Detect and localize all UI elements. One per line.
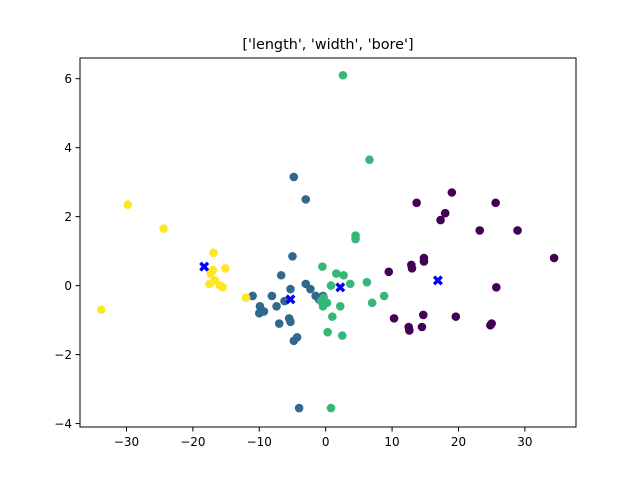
x-tick-label: 30 bbox=[517, 435, 532, 449]
data-point-cluster-2 bbox=[286, 317, 295, 327]
x-tick-label: −30 bbox=[114, 435, 139, 449]
centroid-marker bbox=[285, 294, 296, 305]
data-point-cluster-3 bbox=[331, 269, 341, 278]
data-point-cluster-4 bbox=[209, 248, 218, 258]
data-point-cluster-3 bbox=[338, 70, 348, 80]
centroid-marker bbox=[432, 275, 443, 286]
x-tick-label: −10 bbox=[247, 435, 272, 449]
data-point-cluster-2 bbox=[292, 333, 302, 342]
data-point-cluster-3 bbox=[345, 279, 355, 289]
data-point-cluster-1 bbox=[436, 215, 445, 225]
x-tick-label: −20 bbox=[180, 435, 205, 449]
data-point-cluster-2 bbox=[301, 195, 311, 204]
data-point-cluster-2 bbox=[248, 291, 257, 301]
data-point-cluster-4 bbox=[96, 305, 106, 315]
data-point-cluster-1 bbox=[384, 267, 394, 277]
data-point-cluster-4 bbox=[221, 264, 230, 273]
data-point-cluster-3 bbox=[337, 331, 347, 340]
data-point-cluster-2 bbox=[267, 291, 277, 301]
data-point-cluster-3 bbox=[335, 301, 345, 311]
data-point-cluster-3 bbox=[323, 327, 332, 337]
data-point-cluster-1 bbox=[412, 198, 421, 208]
y-tick-label: 4 bbox=[64, 141, 72, 155]
data-point-cluster-3 bbox=[339, 270, 348, 280]
data-point-cluster-1 bbox=[475, 226, 485, 235]
data-point-cluster-2 bbox=[306, 284, 315, 294]
data-point-cluster-3 bbox=[326, 281, 336, 290]
data-point-cluster-3 bbox=[362, 277, 372, 287]
centroid-marker bbox=[199, 261, 210, 272]
data-point-cluster-3 bbox=[367, 298, 377, 308]
data-point-cluster-1 bbox=[549, 253, 559, 263]
data-point-cluster-4 bbox=[123, 200, 133, 209]
data-point-cluster-2 bbox=[294, 403, 304, 413]
data-point-cluster-3 bbox=[379, 291, 389, 301]
y-tick-label: 6 bbox=[64, 72, 72, 86]
data-point-cluster-1 bbox=[492, 283, 501, 292]
y-tick-label: 2 bbox=[64, 210, 72, 224]
x-tick-label: 0 bbox=[322, 435, 330, 449]
x-tick-label: 20 bbox=[451, 435, 466, 449]
data-point-cluster-4 bbox=[206, 269, 216, 278]
data-point-cluster-2 bbox=[286, 284, 295, 294]
data-point-cluster-2 bbox=[272, 301, 281, 311]
data-point-cluster-1 bbox=[440, 208, 450, 218]
data-point-cluster-1 bbox=[405, 326, 414, 335]
y-tick-label: −2 bbox=[54, 348, 72, 362]
y-tick-label: 0 bbox=[64, 279, 72, 293]
data-point-cluster-1 bbox=[486, 320, 495, 330]
data-point-cluster-3 bbox=[318, 301, 328, 311]
data-point-cluster-3 bbox=[326, 403, 336, 413]
data-point-cluster-2 bbox=[276, 270, 286, 280]
data-point-cluster-2 bbox=[259, 307, 269, 316]
data-point-cluster-2 bbox=[280, 296, 289, 306]
data-point-cluster-1 bbox=[389, 314, 399, 323]
data-point-cluster-1 bbox=[417, 322, 427, 332]
data-point-cluster-2 bbox=[288, 251, 297, 261]
data-point-cluster-1 bbox=[491, 198, 500, 208]
chart-title: ['length', 'width', 'bore'] bbox=[242, 37, 413, 53]
data-point-cluster-3 bbox=[328, 312, 337, 321]
axes-frame bbox=[79, 57, 577, 428]
data-point-cluster-4 bbox=[205, 279, 214, 289]
data-point-cluster-1 bbox=[419, 257, 429, 266]
data-point-cluster-1 bbox=[447, 188, 457, 197]
data-point-cluster-1 bbox=[407, 264, 417, 273]
data-point-cluster-4 bbox=[159, 224, 168, 234]
x-tick-label: 10 bbox=[384, 435, 399, 449]
data-point-cluster-2 bbox=[289, 172, 299, 182]
data-point-cluster-4 bbox=[218, 283, 228, 292]
data-point-cluster-3 bbox=[365, 155, 374, 165]
data-point-cluster-2 bbox=[274, 319, 284, 328]
data-point-cluster-1 bbox=[451, 312, 461, 321]
data-point-cluster-3 bbox=[318, 262, 327, 271]
data-point-cluster-1 bbox=[513, 226, 522, 235]
y-tick-label: −4 bbox=[54, 417, 72, 431]
data-point-cluster-3 bbox=[351, 234, 360, 244]
centroid-marker bbox=[335, 282, 346, 293]
data-point-cluster-1 bbox=[418, 310, 428, 320]
data-point-cluster-4 bbox=[241, 293, 251, 302]
